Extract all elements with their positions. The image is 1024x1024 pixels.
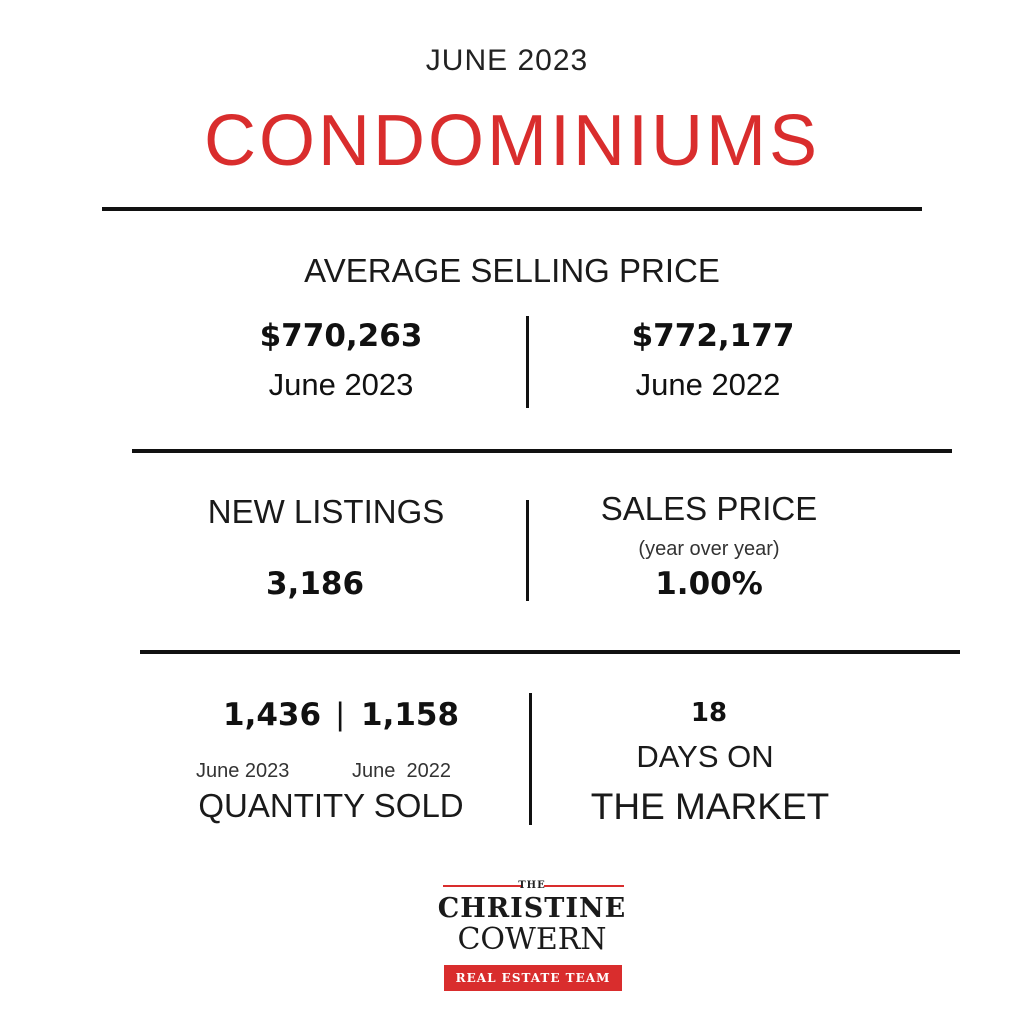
sales-price-note: (year over year) bbox=[638, 538, 780, 560]
avg-price-divider bbox=[526, 316, 529, 408]
quantity-sold-separator: | bbox=[336, 696, 345, 732]
report-month: JUNE 2023 bbox=[425, 44, 589, 77]
avg-price-previous-year: 2022 bbox=[711, 367, 781, 402]
quantity-sold-current-value: 1,436 bbox=[223, 697, 322, 733]
days-on-market-label-line1: DAYS ON bbox=[636, 739, 774, 774]
avg-price-current-period: June 2023 bbox=[269, 367, 414, 403]
avg-price-current-month: June bbox=[268, 367, 336, 402]
days-on-market-label-line2: THE MARKET bbox=[590, 786, 830, 827]
quantity-sold-previous-period: June 2022 bbox=[352, 760, 451, 782]
avg-price-previous-value: $772,177 bbox=[631, 318, 795, 354]
logo-rule-right bbox=[544, 885, 624, 887]
divider-top bbox=[102, 207, 922, 211]
avg-price-previous-period: June 2022 bbox=[636, 367, 781, 403]
divider-middle bbox=[132, 449, 952, 453]
logo-tagline: REAL ESTATE TEAM bbox=[455, 971, 611, 985]
logo-name-line1: CHRISTINE bbox=[437, 893, 627, 924]
avg-price-current-year: 2023 bbox=[344, 367, 414, 402]
sales-price-value: 1.00% bbox=[655, 566, 763, 602]
logo-rule-left bbox=[443, 885, 523, 887]
divider-bottom bbox=[140, 650, 960, 654]
avg-price-current-value: $770,263 bbox=[259, 318, 423, 354]
new-listings-label: NEW LISTINGS bbox=[207, 493, 445, 530]
avg-price-label: AVERAGE SELLING PRICE bbox=[304, 252, 720, 289]
sales-price-label: SALES PRICE bbox=[600, 490, 818, 527]
page-title: CONDOMINIUMS bbox=[204, 101, 820, 181]
quantity-sold-label: QUANTITY SOLD bbox=[198, 787, 464, 824]
avg-price-previous-month: June bbox=[635, 367, 703, 402]
listings-divider bbox=[526, 500, 529, 601]
quantity-sold-previous-value: 1,158 bbox=[361, 697, 460, 733]
logo-the: THE bbox=[518, 880, 546, 891]
quantity-sold-current-period: June 2023 bbox=[196, 760, 290, 782]
days-on-market-value: 18 bbox=[690, 698, 728, 728]
logo-tagline-badge: REAL ESTATE TEAM bbox=[444, 965, 622, 991]
quantity-divider bbox=[529, 693, 532, 825]
logo-name-line2: COWERN bbox=[457, 922, 607, 957]
new-listings-value: 3,186 bbox=[265, 566, 365, 602]
